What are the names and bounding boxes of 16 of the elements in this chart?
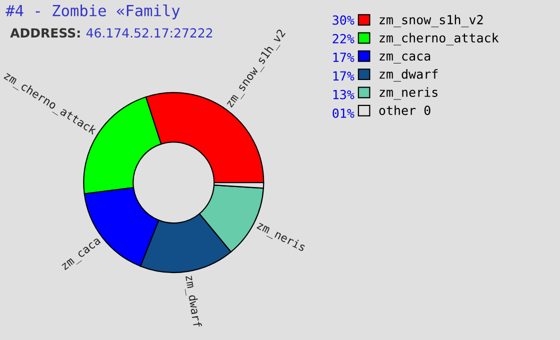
legend-label: zm_snow_s1h_v2 [380,14,483,28]
legend-label: zm_neris [380,87,438,100]
slice-label: zm_dwarf [182,275,202,328]
chart-title: #4 - Zombie «Family [6,4,180,20]
data-label: 13% [333,90,354,100]
legend-label: zm_cherno_attack [380,32,499,46]
legend-label: zm_dwarf [380,69,438,82]
data-label: 22% [332,34,354,44]
legend-label: zm_caca [380,53,430,64]
text: ADDRESS: [10,28,80,38]
text: 46.174.52.17:27222 [86,28,212,38]
data-label: 17% [333,52,354,62]
legend-label: other 0 [379,105,430,116]
data-label: 30% [332,15,354,25]
data-label: 17% [333,71,354,81]
data-label: 01% [332,108,354,118]
